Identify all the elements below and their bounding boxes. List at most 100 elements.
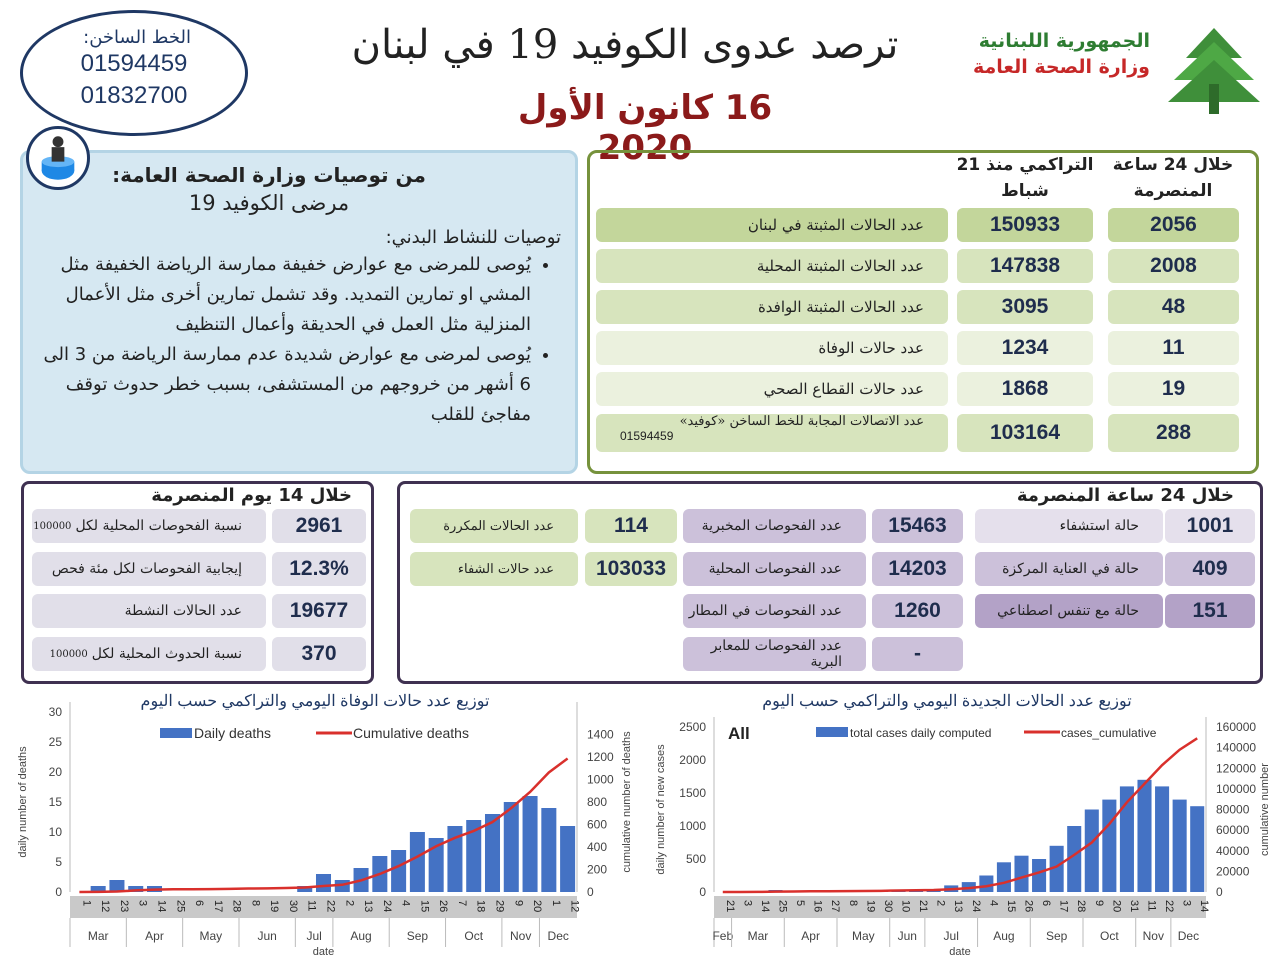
month-label: Nov [1143, 929, 1164, 943]
y2-tick-label: 1400 [587, 727, 614, 741]
legend-label: Daily deaths [194, 725, 271, 741]
daily-bar [1067, 826, 1082, 892]
column-header-daily: خلال 24 ساعة المنصرمة [1112, 155, 1234, 201]
y2-tick-label: 200 [587, 862, 607, 876]
month-label: Mar [88, 929, 109, 943]
daily-bar [1190, 806, 1205, 892]
daily-bar [466, 820, 482, 892]
summary-cumulative-value-text: 3095 [1001, 295, 1049, 318]
legend-label: total cases daily computed [850, 726, 991, 740]
x-tick-label: 20 [531, 900, 543, 912]
month-label: Aug [993, 929, 1014, 943]
daily-bar [391, 850, 407, 892]
fourteen-days-value: 12.3% [272, 552, 366, 586]
x-tick-label: 25 [777, 900, 789, 912]
daily-bar [1119, 786, 1134, 892]
tests-value-text: 1260 [894, 599, 941, 622]
month-label: Mar [748, 929, 769, 943]
month-label: Apr [801, 929, 820, 943]
daily-bar [128, 886, 144, 892]
summary-row-label-text: عدد الحالات المثبتة في لبنان [747, 216, 924, 234]
month-label: Aug [350, 929, 371, 943]
daily-bar [1172, 799, 1187, 892]
y-tick-label: 1000 [679, 819, 706, 833]
summary-panel [587, 150, 1259, 474]
fourteen-days-value: 370 [272, 637, 366, 671]
tests-label-text: عدد الفحوصات المخبرية [701, 518, 842, 534]
x-tick-label: 17 [1058, 900, 1070, 912]
x-tick-label: 16 [812, 900, 824, 912]
y2-tick-label: 1200 [587, 750, 614, 764]
summary-row-label: عدد حالات القطاع الصحي [596, 372, 948, 406]
x-tick-label: 3 [137, 900, 149, 906]
x-tick-label: 9 [1093, 900, 1105, 906]
summary-cumulative-value: 103164 [957, 414, 1093, 452]
hospital-label: حالة مع تنفس اصطناعي [975, 594, 1163, 628]
x-tick-label: 6 [1040, 900, 1052, 906]
tests-label-text: عدد الفحوصات المحلية [708, 561, 842, 577]
summary-daily-value: 48 [1108, 290, 1239, 324]
tests-value-text: - [914, 642, 921, 665]
summary-cumulative-value: 1868 [957, 372, 1093, 406]
daily-bar [1102, 799, 1117, 892]
report-date: 16 كانون الأول 2020 [517, 88, 773, 168]
tests-label: عدد الفحوصات للمعابر البرية [683, 637, 866, 671]
summary-cumulative-value: 1234 [957, 331, 1093, 365]
month-label: Jul [944, 929, 959, 943]
y2-axis-label: cumulative number [1259, 763, 1271, 856]
fourteen-days-panel [21, 481, 374, 684]
summary-daily-value: 2056 [1108, 208, 1239, 242]
y-tick-label: 15 [49, 795, 63, 809]
fourteen-days-label: نسبة الفحوصات المحلية لكل 100000 [32, 509, 266, 543]
month-label: Dec [548, 929, 569, 943]
x-tick-label: 1 [80, 900, 92, 906]
x-tick-label: 26 [437, 900, 449, 912]
legend-label: Cumulative deaths [353, 725, 469, 741]
summary-cumulative-value-text: 150933 [989, 213, 1061, 236]
summary-row-label-text: عدد الاتصالات المجابة للخط الساخن «كوفيد… [679, 414, 924, 429]
daily-bar [315, 874, 332, 892]
x-tick-label: 19 [864, 900, 876, 912]
x-tick-label: 26 [1023, 900, 1035, 912]
y2-tick-label: 140000 [1216, 741, 1256, 755]
x-tick-label: 2 [935, 900, 947, 906]
month-label: Apr [145, 929, 164, 943]
ministry-name: الجمهورية اللبنانية وزارة الصحة العامة [938, 30, 1150, 78]
y-tick-label: 500 [686, 852, 706, 866]
y-tick-label: 2500 [679, 720, 706, 734]
x-tick-label: 7 [456, 900, 468, 906]
hotline-sublabel: 01594459 [620, 429, 674, 443]
fourteen-days-label: إيجابية الفحوصات لكل مئة فحص [32, 552, 266, 586]
list-item: يُوصى لمرضى مع عوارض شديدة عدم ممارسة ال… [37, 340, 532, 430]
x-tick-label: 6 [193, 900, 205, 906]
y-tick-label: 20 [49, 765, 63, 779]
x-tick-label: 18 [475, 900, 487, 912]
x-tick-label: 14 [759, 900, 771, 912]
fourteen-days-title: خلال 14 يوم المنصرمة [151, 485, 352, 506]
hospital-label-text: حالة مع تنفس اصطناعي [997, 603, 1139, 619]
hospital-value: 151 [1165, 594, 1255, 628]
y-tick-label: 30 [49, 705, 63, 719]
x-tick-label: 15 [1005, 900, 1017, 912]
recommendations-list: يُوصى للمرضى مع عوارض خفيفة ممارسة الريا… [37, 250, 561, 430]
x-tick-label: 15 [418, 900, 430, 912]
legend-bar-swatch [816, 727, 848, 737]
month-label: May [852, 929, 875, 943]
x-tick-label: 31 [1128, 900, 1140, 912]
last-24h-green-label-text: عدد الحالات المكررة [443, 518, 554, 534]
last-24h-green-value: 103033 [585, 552, 677, 586]
y2-tick-label: 1000 [587, 772, 614, 786]
fourteen-days-label-text: نسبة الحدوث المحلية لكل [91, 646, 242, 662]
daily-bar [484, 814, 501, 892]
daily-bar [541, 808, 557, 892]
month-label: Jun [898, 929, 917, 943]
month-label: May [199, 929, 222, 943]
daily-bar [90, 886, 106, 892]
y2-tick-label: 20000 [1216, 864, 1250, 878]
last-24h-green-label-text: عدد حالات الشفاء [457, 561, 554, 577]
y-tick-label: 10 [49, 825, 63, 839]
patient-icon [26, 126, 90, 190]
x-axis-label: date [313, 946, 334, 958]
x-tick-label: 17 [212, 900, 224, 912]
summary-row-label: عدد الاتصالات المجابة للخط الساخن «كوفيد… [596, 414, 948, 452]
